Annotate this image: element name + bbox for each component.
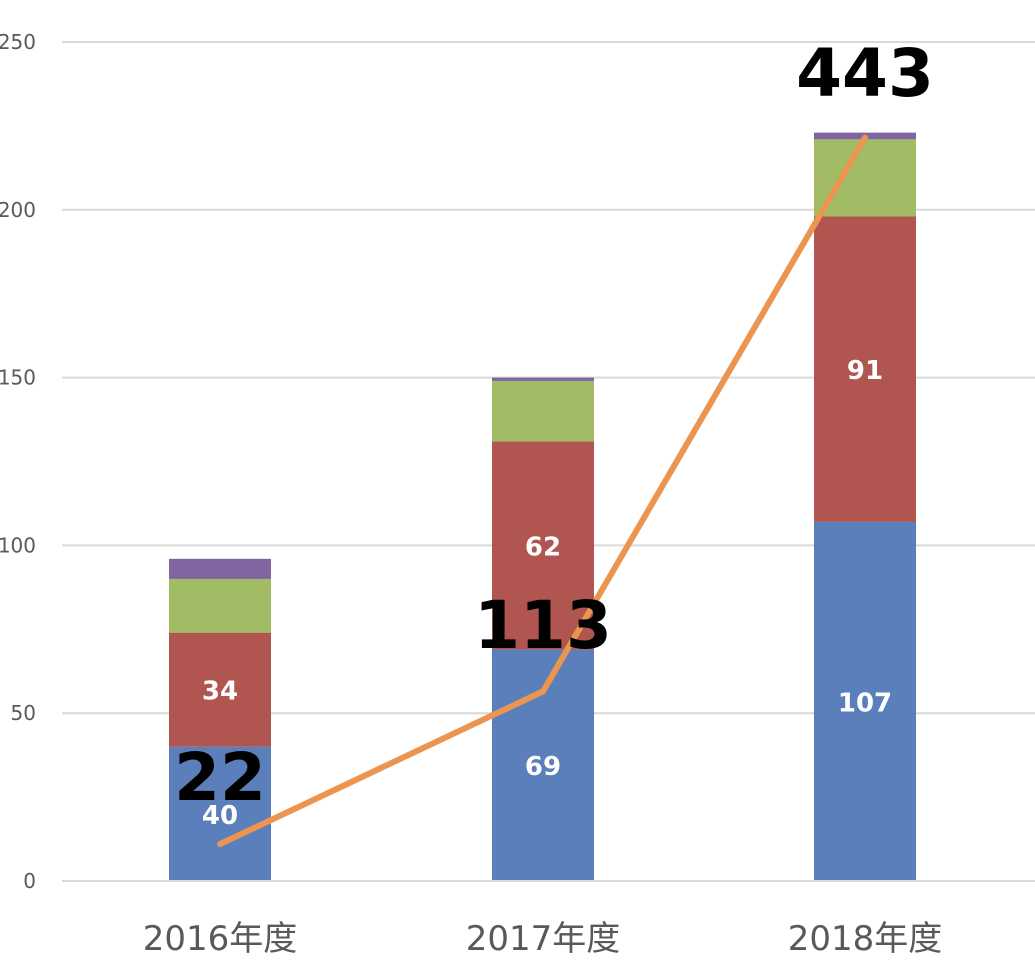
bar-segment-label: 107 xyxy=(838,688,892,718)
bar-segment-series-1 xyxy=(814,521,916,881)
x-tick-label: 2018年度 xyxy=(788,919,943,959)
total-line-path xyxy=(217,134,868,848)
y-axis: 0 50 100 150 200 250 xyxy=(0,30,36,893)
total-line xyxy=(217,134,868,848)
line-data-label: 443 xyxy=(796,35,934,112)
bar-segment-label: 69 xyxy=(525,752,561,782)
bar-segment-series-2 xyxy=(169,632,271,747)
bar-segment-series-1 xyxy=(169,746,271,881)
bar-segment-label: 62 xyxy=(525,532,561,562)
y-tick-label: 50 xyxy=(11,701,36,725)
bar-segment-label: 34 xyxy=(202,677,238,707)
line-data-label: 113 xyxy=(474,587,612,664)
line-data-label: 22 xyxy=(174,739,266,816)
bars xyxy=(169,132,916,881)
y-tick-label: 200 xyxy=(0,198,36,222)
y-tick-label: 100 xyxy=(0,533,36,557)
bar-segment-series-3 xyxy=(814,139,916,217)
segment-labels: 40 34 69 62 107 91 xyxy=(202,356,892,831)
bar-segment-series-2 xyxy=(814,216,916,522)
y-tick-label: 150 xyxy=(0,366,36,390)
bar-segment-label: 40 xyxy=(202,801,238,831)
line-labels: 22 113 443 xyxy=(174,35,934,816)
bar-segment-series-3 xyxy=(492,380,594,442)
bar-segment-label: 91 xyxy=(847,356,883,386)
x-axis: 2016年度 2017年度 2018年度 xyxy=(62,880,1035,959)
bar-segment-series-4 xyxy=(492,377,594,381)
y-tick-label: 0 xyxy=(23,869,36,893)
bar-segment-series-2 xyxy=(492,441,594,650)
x-tick-label: 2017年度 xyxy=(466,919,621,959)
x-tick-label: 2016年度 xyxy=(143,919,298,959)
bar-segment-series-4 xyxy=(169,558,271,579)
bar-segment-series-3 xyxy=(169,578,271,633)
y-tick-label: 250 xyxy=(0,30,36,54)
